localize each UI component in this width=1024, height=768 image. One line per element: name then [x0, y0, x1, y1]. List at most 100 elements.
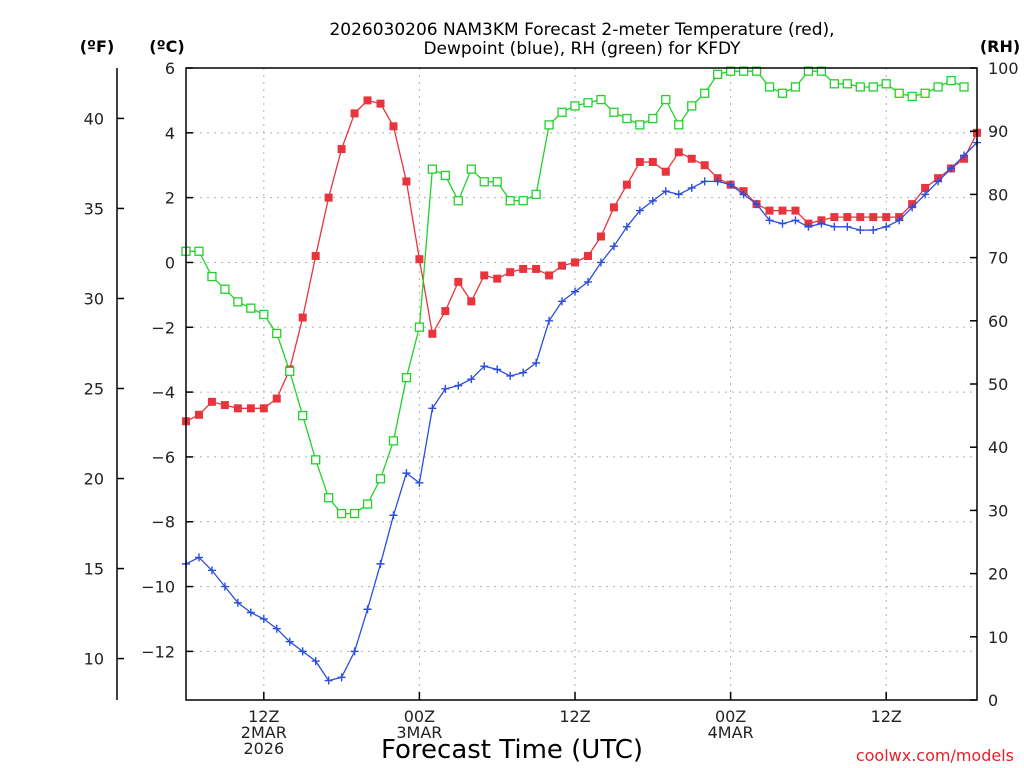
- rh-data-point: [700, 88, 710, 98]
- dewpoint-data-point: [324, 676, 333, 685]
- temperature-data-point: [921, 183, 930, 192]
- rh-data-point: [946, 75, 956, 86]
- temperature-data-point: [324, 193, 333, 202]
- temperature-data-point: [778, 206, 787, 215]
- temperature-data-point: [259, 404, 268, 413]
- dewpoint-data-point: [921, 190, 930, 199]
- time-tick-label: 4MAR: [708, 723, 754, 742]
- rh-unit-label: (RH): [980, 37, 1020, 56]
- dewpoint-data-point: [493, 365, 502, 374]
- time-tick-label: 2MAR: [241, 723, 287, 742]
- time-tick-label: 00Z: [404, 707, 435, 726]
- dewpoint-data-point: [480, 362, 489, 371]
- temperature-data-point: [843, 213, 852, 222]
- temperature-data-point: [402, 177, 411, 186]
- rh-data-point: [661, 94, 671, 105]
- rh-data-point: [427, 164, 438, 174]
- rh-data-point: [829, 79, 840, 89]
- rh-tick-label: 90: [988, 122, 1008, 141]
- dewpoint-data-point: [402, 469, 411, 478]
- temperature-data-point: [350, 109, 359, 118]
- dewpoint-data-point: [519, 368, 528, 377]
- temperature-data-point: [700, 161, 709, 170]
- dewpoint-data-point: [298, 647, 307, 656]
- rh-tick-label: 40: [988, 438, 1008, 457]
- rh-data-point: [570, 101, 580, 111]
- temperature-data-point: [493, 274, 502, 283]
- dewpoint-data-point: [259, 614, 268, 623]
- temperature-data-point: [545, 271, 554, 280]
- dewpoint-data-point: [843, 222, 852, 231]
- dewpoint-data-point: [337, 673, 346, 682]
- temperature-data-point: [207, 397, 216, 406]
- temperature-data-point: [428, 329, 437, 338]
- rh-tick-label: 80: [988, 185, 1008, 204]
- rh-data-point: [868, 82, 878, 92]
- temperature-data-point: [791, 206, 800, 215]
- dewpoint-data-point: [830, 222, 839, 231]
- temperature-data-point: [609, 203, 618, 212]
- fahrenheit-tick-label: 20: [84, 470, 104, 489]
- temperature-data-point: [661, 167, 670, 176]
- rh-data-point: [959, 82, 969, 92]
- dewpoint-data-point: [363, 605, 372, 614]
- dewpoint-data-point: [415, 478, 424, 487]
- dewpoint-data-point: [635, 206, 644, 215]
- dewpoint-data-point: [765, 216, 774, 225]
- temperature-data-point: [441, 307, 450, 316]
- dewpoint-data-point: [233, 598, 242, 607]
- dewpoint-data-point: [207, 566, 216, 575]
- celsius-tick-label: 6: [165, 59, 175, 78]
- dewpoint-data-point: [856, 226, 865, 235]
- rh-data-point: [725, 66, 736, 76]
- rh-data-point: [362, 499, 373, 509]
- celsius-tick-label: −12: [141, 642, 175, 661]
- celsius-tick-label: 2: [165, 189, 175, 208]
- dewpoint-data-point: [739, 190, 748, 199]
- celsius-unit-label: (ºC): [149, 37, 184, 56]
- rh-tick-label: 30: [988, 501, 1008, 520]
- rh-data-point: [518, 196, 528, 206]
- temperature-data-point: [376, 99, 385, 108]
- rh-data-point: [596, 94, 606, 105]
- dewpoint-data-point: [869, 226, 878, 235]
- rh-data-point: [894, 88, 904, 98]
- rh-data-point: [764, 82, 775, 92]
- rh-data-point: [505, 196, 515, 206]
- gridlines: [186, 68, 977, 700]
- temperature-data-point: [233, 404, 242, 413]
- dewpoint-data-point: [947, 164, 956, 173]
- temperature-data-point: [194, 410, 203, 419]
- rh-data-point: [453, 196, 463, 206]
- rh-tick-label: 60: [988, 312, 1008, 331]
- chart-title-line-1: 2026030206 NAM3KM Forecast 2-meter Tempe…: [329, 20, 834, 40]
- dewpoint-data-point: [467, 375, 476, 384]
- rh-data-point: [336, 508, 347, 519]
- temperature-data-point: [363, 96, 372, 105]
- dewpoint-data-point: [506, 371, 515, 380]
- dewpoint-data-point: [674, 190, 683, 199]
- dewpoint-data-point: [726, 180, 735, 189]
- rh-data-point: [622, 113, 632, 124]
- temperature-data-point: [480, 271, 489, 280]
- rh-data-point: [388, 436, 399, 446]
- rh-data-point: [751, 66, 762, 76]
- rh-data-point: [803, 66, 814, 76]
- celsius-tick-label: −6: [151, 448, 175, 467]
- dewpoint-data-point: [596, 258, 605, 267]
- rh-tick-label: 20: [988, 565, 1008, 584]
- dewpoint-data-point: [700, 177, 709, 186]
- rh-data-point: [713, 69, 723, 79]
- fahrenheit-tick-label: 10: [84, 650, 104, 669]
- dewpoint-data-point: [687, 183, 696, 192]
- dewpoint-data-point: [648, 196, 657, 205]
- dewpoint-data-point: [272, 624, 281, 633]
- temperature-data-point: [558, 261, 567, 270]
- temperature-data-point: [687, 154, 696, 163]
- chart-title-line-2: Dewpoint (blue), RH (green) for KFDY: [423, 39, 741, 59]
- temperature-data-point: [869, 213, 878, 222]
- dewpoint-data-point: [791, 216, 800, 225]
- temperature-data-point: [298, 313, 307, 322]
- rh-data-point: [687, 101, 697, 111]
